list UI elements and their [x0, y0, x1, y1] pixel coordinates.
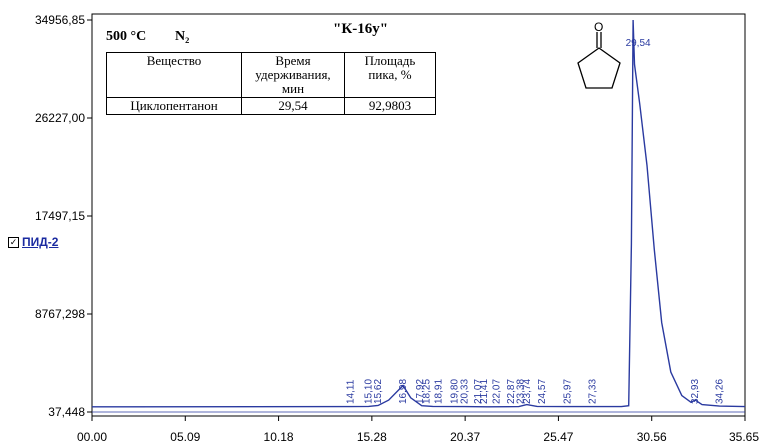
peak-label: 18,25 — [421, 379, 432, 404]
peak-label: 34,26 — [715, 379, 726, 404]
peak-label: 23,74 — [522, 379, 533, 404]
temperature-label: 500 °C — [106, 29, 146, 44]
y-tick-label: 8767,298 — [35, 307, 85, 321]
cyclopentanone-structure-icon: O — [577, 20, 621, 89]
y-tick-label: 26227,00 — [35, 111, 85, 125]
peak-label: 23,38 — [515, 379, 526, 404]
x-tick-label: 25.47 — [543, 430, 573, 444]
peak-label: 17,92 — [415, 379, 426, 404]
peak-label: 24,57 — [537, 379, 548, 404]
sample-label: "К-16у" — [333, 21, 388, 37]
table-header-row: Вещество Время удерживания, мин Площадь … — [106, 52, 436, 98]
legend-series-name[interactable]: ПИД-2 — [22, 235, 59, 249]
table-header-substance: Вещество — [106, 52, 242, 98]
y-tick-label: 17497,15 — [35, 209, 85, 223]
x-tick-label: 15.28 — [357, 430, 387, 444]
y-tick-label: 34956,85 — [35, 13, 85, 27]
legend-checkbox[interactable]: ✓ — [8, 236, 19, 248]
peak-label: 32,93 — [690, 379, 701, 404]
svg-text:O: O — [594, 20, 603, 34]
peak-label: 14,11 — [345, 379, 356, 404]
table-cell-peak-area: 92,9803 — [344, 97, 436, 115]
x-tick-label: 05.09 — [170, 430, 200, 444]
table-row: Циклопентанон 29,54 92,9803 — [106, 97, 436, 115]
table-cell-retention-time: 29,54 — [241, 97, 345, 115]
peak-label: 25,97 — [563, 379, 574, 404]
peak-label: 21,41 — [479, 379, 490, 404]
peak-label: 19,80 — [450, 379, 461, 404]
gas-label: N₂ — [175, 29, 189, 44]
x-tick-label: 20.37 — [450, 430, 480, 444]
x-tick-label: 10.18 — [264, 430, 294, 444]
peak-label: 27,33 — [588, 379, 599, 404]
x-tick-label: 30.56 — [637, 430, 667, 444]
peak-label: 21,07 — [473, 379, 484, 404]
table-header-retention-time: Время удерживания, мин — [241, 52, 345, 98]
peak-label: 20,33 — [459, 379, 470, 404]
peak-label: 22,87 — [506, 379, 517, 404]
x-tick-label: 35.65 — [729, 430, 759, 444]
peak-label: 18,91 — [433, 379, 444, 404]
table-cell-substance: Циклопентанон — [106, 97, 242, 115]
y-tick-label: 37,448 — [48, 405, 85, 419]
results-table: Вещество Время удерживания, мин Площадь … — [106, 52, 436, 115]
series-legend[interactable]: ✓ ПИД-2 — [8, 235, 58, 249]
table-header-peak-area: Площадь пика, % — [344, 52, 436, 98]
y-axis: 37,448 8767,298 17497,15 26227,00 34956,85 — [35, 13, 92, 419]
peak-label: 29,54 — [626, 38, 651, 49]
peak-label: 16,98 — [398, 379, 409, 404]
series-line — [91, 19, 746, 408]
peak-label: 15,62 — [373, 379, 384, 404]
peak-label: 15,10 — [364, 379, 375, 404]
peak-label: 22,07 — [491, 379, 502, 404]
x-axis: 00.00 05.09 10.18 15.28 20.37 25.47 30.56 35.65 — [77, 416, 759, 444]
x-tick-label: 00.00 — [77, 430, 107, 444]
